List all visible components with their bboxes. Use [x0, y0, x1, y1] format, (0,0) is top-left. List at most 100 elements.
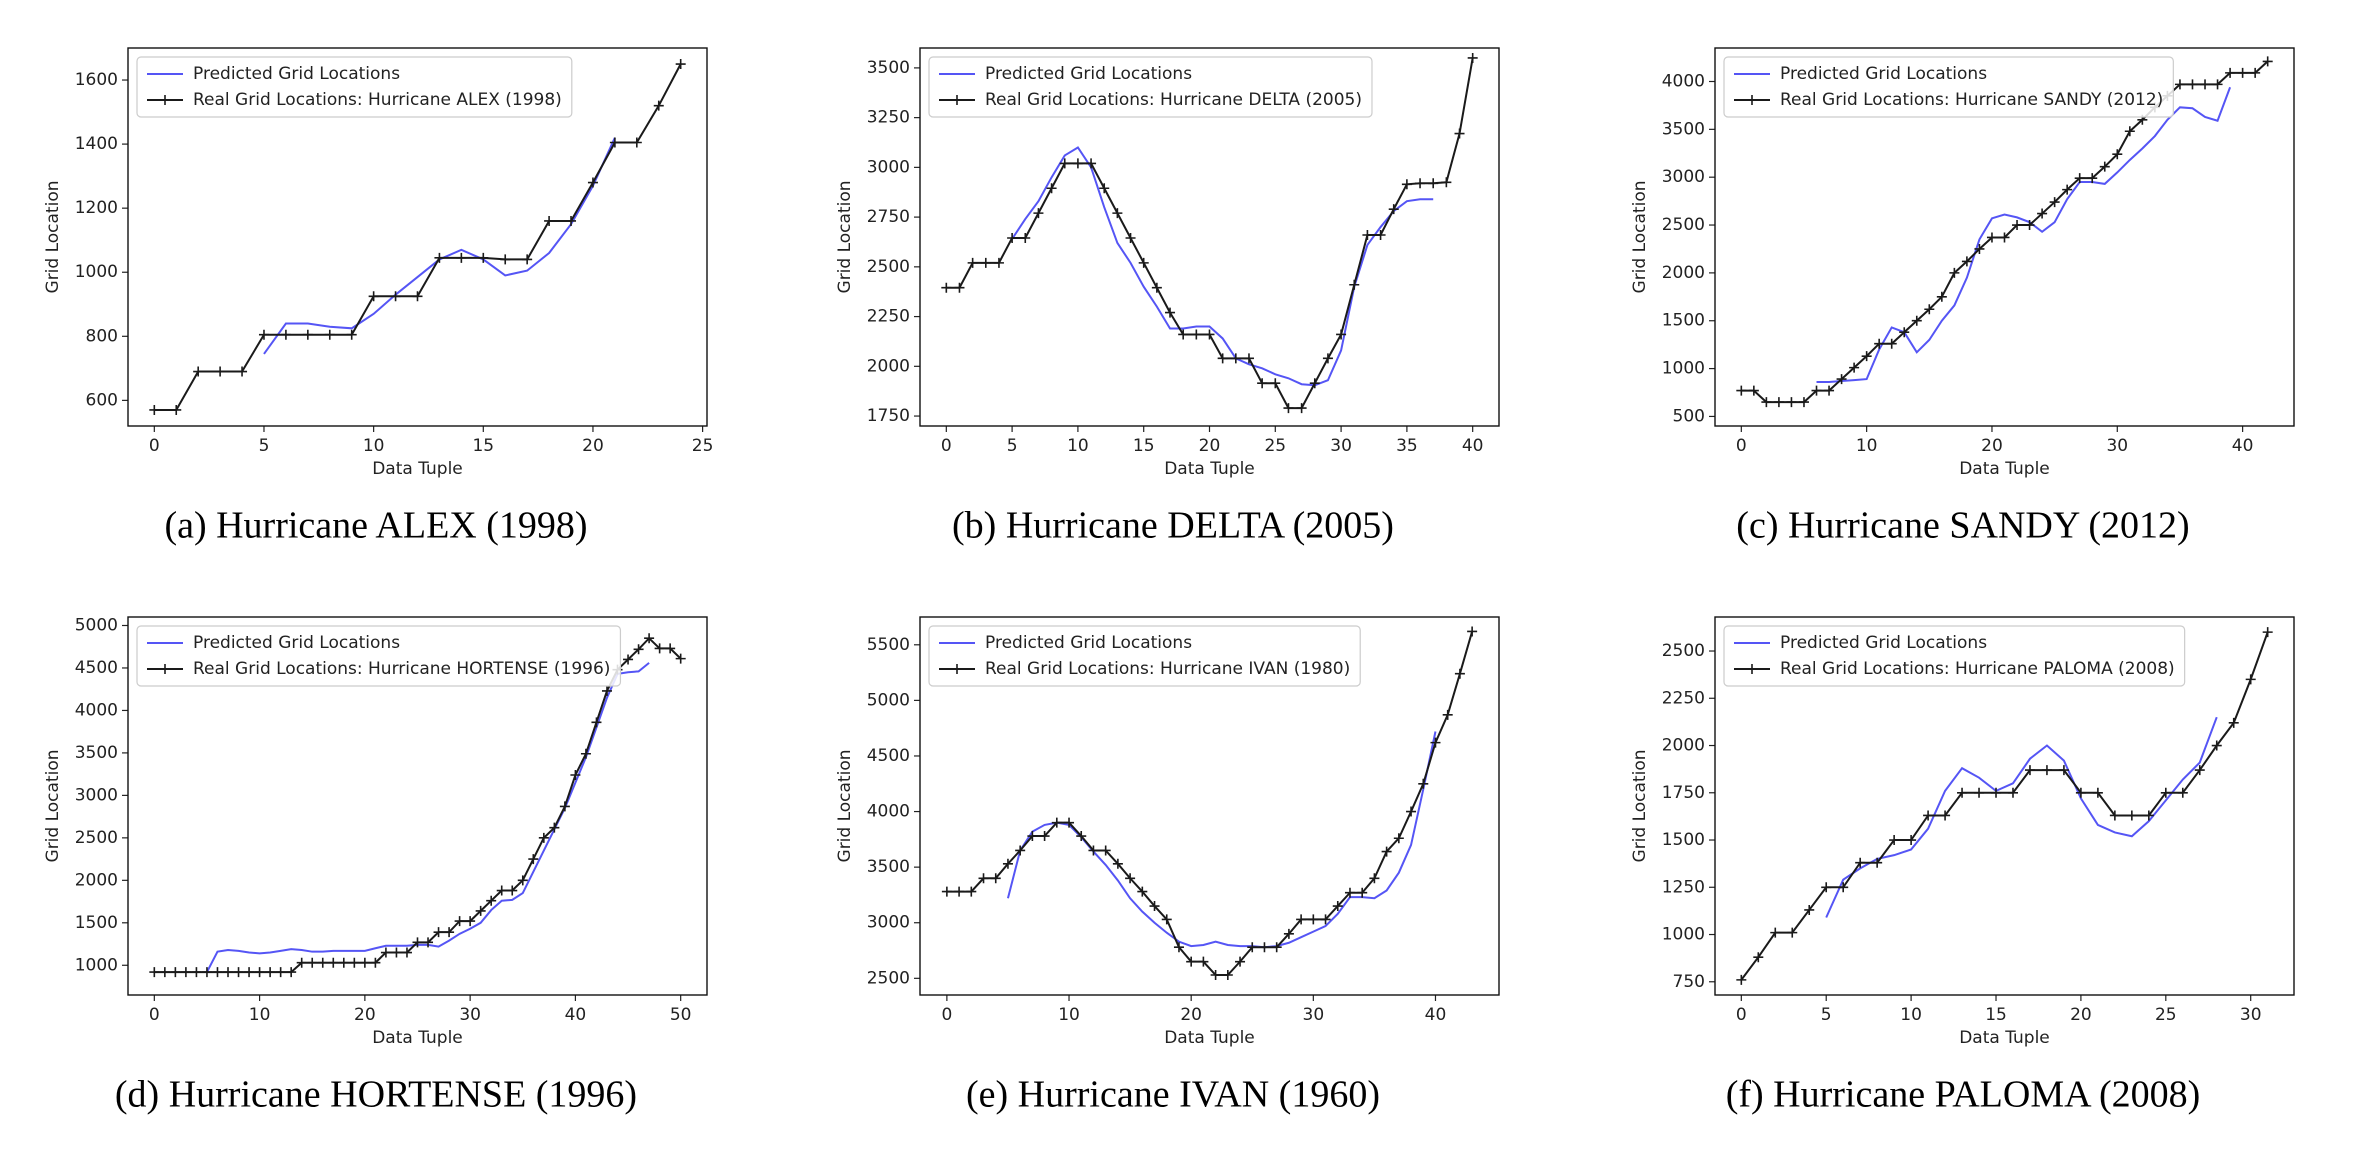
- y-tick-label: 1200: [75, 198, 118, 218]
- point-marker: [1824, 385, 1835, 396]
- x-tick-label: 5: [1007, 436, 1018, 456]
- point-marker: [2049, 197, 2060, 208]
- point-marker: [2007, 787, 2018, 798]
- point-marker: [1271, 942, 1282, 953]
- legend-label: Real Grid Locations: Hurricane SANDY (20…: [1780, 90, 2163, 110]
- point-marker: [159, 967, 170, 978]
- point-marker: [1798, 397, 1809, 408]
- x-axis-label: Data Tuple: [372, 459, 463, 479]
- x-tick-label: 15: [1985, 1005, 2007, 1025]
- point-marker: [1033, 208, 1044, 219]
- point-marker: [1296, 914, 1307, 925]
- point-marker: [1100, 845, 1111, 856]
- legend-label: Predicted Grid Locations: [1780, 64, 1987, 84]
- x-tick-label: 40: [565, 1005, 587, 1025]
- x-tick-label: 40: [2232, 436, 2254, 456]
- point-marker: [370, 957, 381, 968]
- point-marker: [601, 685, 612, 696]
- legend-box: [928, 56, 1373, 118]
- legend-box: [136, 56, 573, 118]
- point-marker: [1886, 338, 1897, 349]
- point-marker: [644, 633, 655, 644]
- point-marker: [980, 257, 991, 268]
- point-marker: [1357, 887, 1368, 898]
- point-marker: [1418, 778, 1429, 789]
- y-tick-label: 2250: [1662, 688, 1705, 708]
- point-marker: [1015, 845, 1026, 856]
- point-marker: [1059, 158, 1070, 169]
- point-marker: [1388, 204, 1399, 215]
- x-tick-label: 0: [1736, 1005, 1747, 1025]
- x-tick-label: 30: [2106, 436, 2128, 456]
- legend-label: Real Grid Locations: Hurricane IVAN (198…: [985, 659, 1350, 679]
- x-tick-label: 25: [1264, 436, 1286, 456]
- point-marker: [1761, 397, 1772, 408]
- point-marker: [412, 291, 423, 302]
- point-marker: [444, 927, 455, 938]
- point-marker: [1336, 329, 1347, 340]
- y-tick-label: 4000: [1662, 71, 1705, 91]
- point-marker: [587, 177, 598, 188]
- point-marker: [675, 59, 686, 70]
- x-tick-label: 20: [2070, 1005, 2092, 1025]
- x-tick-label: 20: [1199, 436, 1221, 456]
- point-marker: [2041, 765, 2052, 776]
- y-axis-label: Grid Location: [1630, 181, 1650, 294]
- point-marker: [244, 967, 255, 978]
- point-marker: [653, 100, 664, 111]
- point-marker: [1204, 329, 1215, 340]
- y-tick-label: 1000: [1662, 925, 1705, 945]
- point-marker: [2177, 787, 2188, 798]
- chart-panel: 1750 2000 2250 2500 2750 3000 3250 3500 0 5 10 15 20…: [835, 47, 1500, 547]
- point-marker: [2037, 208, 2048, 219]
- point-marker: [1112, 858, 1123, 869]
- point-marker: [1393, 833, 1404, 844]
- point-marker: [328, 957, 339, 968]
- point-marker: [580, 748, 591, 759]
- point-marker: [1911, 315, 1922, 326]
- point-marker: [456, 252, 467, 263]
- legend-label: Predicted Grid Locations: [193, 633, 400, 653]
- x-tick-label: 20: [1180, 1005, 1202, 1025]
- y-tick-label: 1500: [1662, 311, 1705, 331]
- legend-box: [928, 625, 1361, 687]
- y-tick-label: 4000: [867, 802, 910, 822]
- point-marker: [1283, 403, 1294, 414]
- point-marker: [412, 937, 423, 948]
- point-marker: [2194, 765, 2205, 776]
- x-tick-label: 30: [2240, 1005, 2262, 1025]
- chart-panel: 2500 3000 3500 4000 4500 5000 5500 0 10 20 30 40 Pre…: [835, 616, 1500, 1116]
- point-marker: [2228, 717, 2239, 728]
- point-marker: [1027, 831, 1038, 842]
- point-marker: [1296, 403, 1307, 414]
- chart-panel: 1000 1500 2000 2500 3000 3500 4000 4500 5000 0 10 2…: [43, 615, 708, 1116]
- y-tick-label: 600: [86, 390, 118, 410]
- y-tick-label: 2500: [1662, 641, 1705, 661]
- point-marker: [1149, 901, 1160, 912]
- y-tick-label: 1400: [75, 134, 118, 154]
- point-marker: [1222, 969, 1233, 980]
- point-marker: [1974, 243, 1985, 254]
- point-marker: [1099, 183, 1110, 194]
- point-marker: [1991, 787, 2002, 798]
- x-tick-label: 25: [692, 436, 714, 456]
- point-marker: [954, 886, 965, 897]
- point-marker: [324, 329, 335, 340]
- point-marker: [2099, 161, 2110, 172]
- point-marker: [1924, 304, 1935, 315]
- point-marker: [2250, 67, 2261, 78]
- point-marker: [465, 916, 476, 927]
- point-marker: [1961, 256, 1972, 267]
- point-marker: [1786, 397, 1797, 408]
- y-tick-label: 750: [1673, 972, 1705, 992]
- series-line: [1006, 731, 1437, 949]
- point-marker: [1836, 374, 1847, 385]
- point-marker: [1332, 901, 1343, 912]
- x-tick-label: 5: [259, 436, 270, 456]
- point-marker: [967, 257, 978, 268]
- y-tick-label: 5000: [75, 615, 118, 635]
- legend-label: Real Grid Locations: Hurricane DELTA (20…: [985, 90, 1362, 110]
- series-line: [1825, 716, 2218, 918]
- point-marker: [233, 967, 244, 978]
